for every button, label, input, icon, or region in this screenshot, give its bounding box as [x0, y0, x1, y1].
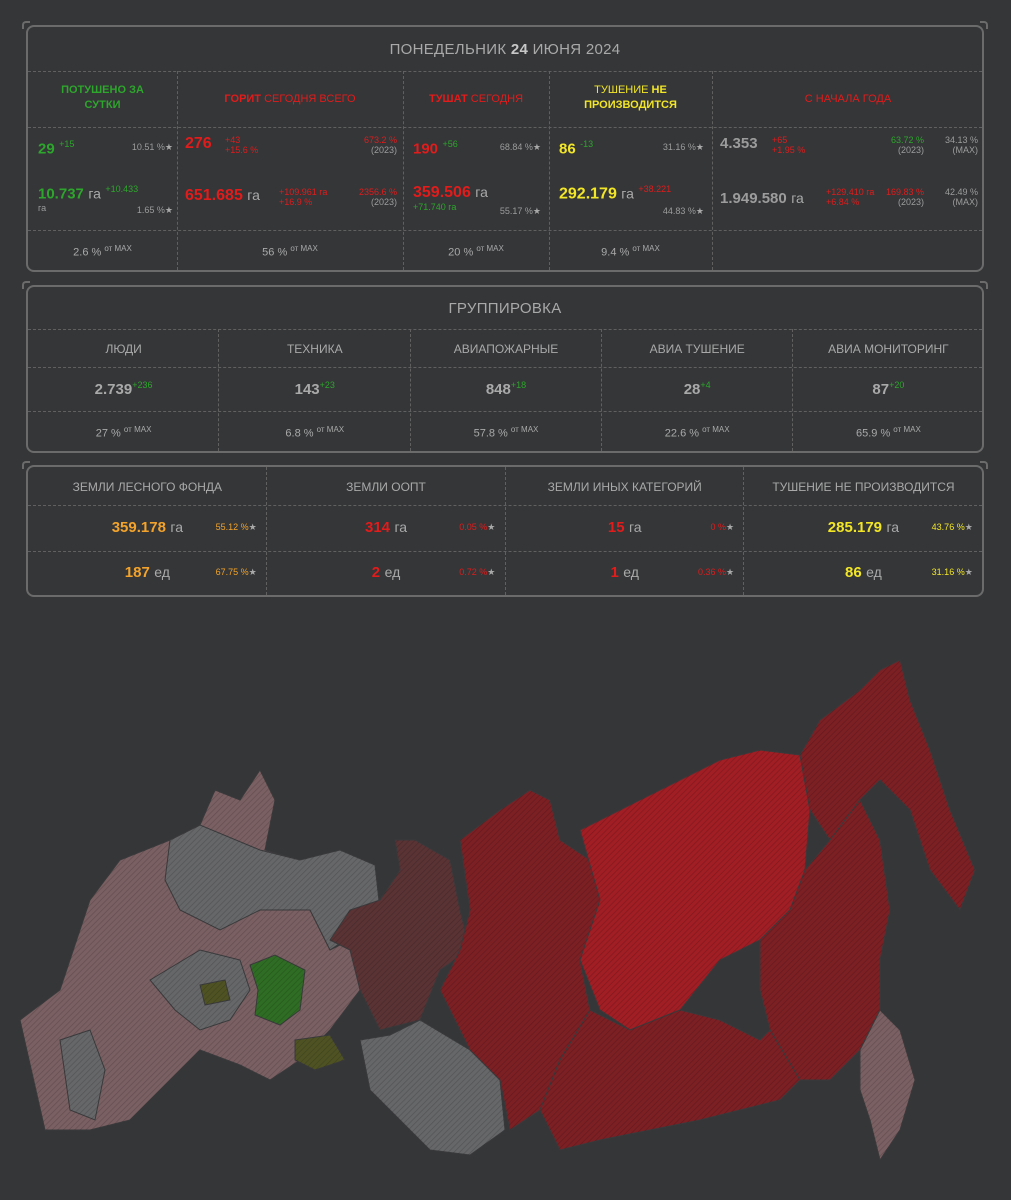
land-count: 187 ед 67.75 %★	[124, 564, 257, 581]
extinguished-count: 29 +15 10.51 %★	[38, 139, 173, 158]
region-olive-1-hatch	[200, 980, 230, 1005]
land-label: ТУШЕНИЕ НЕ ПРОИЗВОДИТСЯ	[772, 480, 955, 494]
burning-count: 276 +43 +15.6 % 673.2 % (2023)	[185, 135, 397, 155]
grouping-value: 28+4	[683, 380, 711, 398]
date-title: ПОНЕДЕЛЬНИК 24 ИЮНЯ 2024	[389, 41, 621, 58]
grouping-label: ЛЮДИ	[105, 342, 142, 356]
extinguished-of-max: 2.6 % от MAX	[73, 244, 132, 259]
lands-panel: ЗЕМЛИ ЛЕСНОГО ФОНДА 359.178 га 55.12 %★ …	[22, 461, 988, 597]
russia-fire-map	[19, 659, 976, 1162]
region-krasnoyarsk-hatch	[440, 790, 600, 1130]
fire-stats-panel: ПОНЕДЕЛЬНИК 24 ИЮНЯ 2024 ПОТУШЕНО ЗА СУТ…	[22, 21, 988, 272]
burning-of-max: 56 % от MAX	[262, 244, 318, 259]
year-header: С НАЧАЛА ГОДА	[804, 93, 892, 105]
not-fighting-area: 292.179 га +38.221 44.83 %★	[559, 184, 704, 216]
land-label: ЗЕМЛИ ЛЕСНОГО ФОНДА	[72, 480, 223, 494]
region-central-grey-hatch	[150, 950, 250, 1030]
not-fighting-header: ТУШЕНИЕ НЕ ПРОИЗВОДИТСЯ	[584, 84, 677, 111]
extinguished-area: 10.737 га +10.433 га 1.65 %★	[38, 184, 173, 215]
grouping-pct: 6.8 % от MAX	[285, 425, 345, 440]
land-area: 359.178 га 55.12 %★	[111, 519, 257, 536]
land-area: 285.179 га 43.76 %★	[827, 519, 973, 536]
region-northwest-grey-hatch	[165, 825, 380, 950]
land-area: 15 га 0 %★	[607, 519, 735, 536]
land-count: 1 ед 0.36 %★	[610, 564, 735, 581]
region-irkutsk-zabaik-hatch	[540, 1010, 800, 1150]
grouping-pct: 65.9 % от MAX	[855, 425, 921, 440]
grouping-panel: ГРУППИРОВКА ЛЮДИ 2.739+236 27 % от MAX Т…	[22, 281, 988, 453]
fighting-count: 190 +56 68.84 %★	[413, 139, 541, 158]
grouping-title: ГРУППИРОВКА	[448, 300, 562, 317]
region-far-east-low-hatch	[860, 1010, 915, 1160]
year-area: 1.949.580 га +129.410 га +6.84 % 169.83 %…	[720, 187, 978, 207]
region-olive-2-hatch	[295, 1035, 345, 1070]
grouping-label: ТЕХНИКА	[286, 342, 343, 356]
burning-header: ГОРИТ СЕГОДНЯ ВСЕГО	[224, 93, 356, 105]
grouping-value: 2.739+236	[94, 380, 153, 398]
burning-area: 651.685 га +109.961 га +16.9 % 2356.6 % (2…	[185, 187, 397, 207]
fighting-area: 359.506 га +71.740 га 55.17 %★	[413, 184, 541, 216]
region-urals-mid-hatch	[330, 840, 470, 1030]
grouping-value: 143+23	[294, 380, 335, 398]
land-count: 2 ед 0.72 %★	[371, 564, 496, 581]
land-label: ЗЕМЛИ ИНЫХ КАТЕГОРИЙ	[547, 480, 702, 494]
grouping-label: АВИА МОНИТОРИНГ	[828, 342, 949, 356]
year-count: 4.353 +65 +1.95 % 63.72 % (2023) 34.13 % (M…	[720, 135, 978, 155]
not-fighting-of-max: 9.4 % от MAX	[601, 244, 660, 259]
grouping-label: АВИАПОЖАРНЫЕ	[453, 342, 559, 356]
fighting-header: ТУШАТ СЕГОДНЯ	[428, 93, 524, 105]
land-label: ЗЕМЛИ ООПТ	[346, 480, 426, 494]
region-yakutia-hatch	[580, 750, 810, 1030]
grouping-label: АВИА ТУШЕНИЕ	[649, 342, 745, 356]
fighting-of-max: 20 % от MAX	[448, 244, 504, 259]
grouping-value: 848+18	[485, 380, 527, 398]
region-khabarovsk-hatch	[760, 800, 890, 1080]
land-count: 86 ед 31.16 %★	[845, 564, 973, 581]
region-chukotka-magadan-hatch	[800, 660, 975, 910]
not-fighting-count: 86 -13 31.16 %★	[559, 139, 704, 158]
region-green-hatch	[250, 955, 305, 1025]
grouping-pct: 27 % от MAX	[95, 425, 152, 440]
grouping-value: 87+20	[872, 380, 905, 398]
grouping-pct: 57.8 % от MAX	[473, 425, 539, 440]
extinguished-header: ПОТУШЕНО ЗА СУТКИ	[61, 84, 144, 111]
region-southwest-siberia-grey-hatch	[360, 1020, 505, 1155]
grouping-pct: 22.6 % от MAX	[664, 425, 730, 440]
region-south-grey-hatch	[60, 1030, 105, 1120]
land-area: 314 га 0.05 %★	[364, 519, 496, 536]
